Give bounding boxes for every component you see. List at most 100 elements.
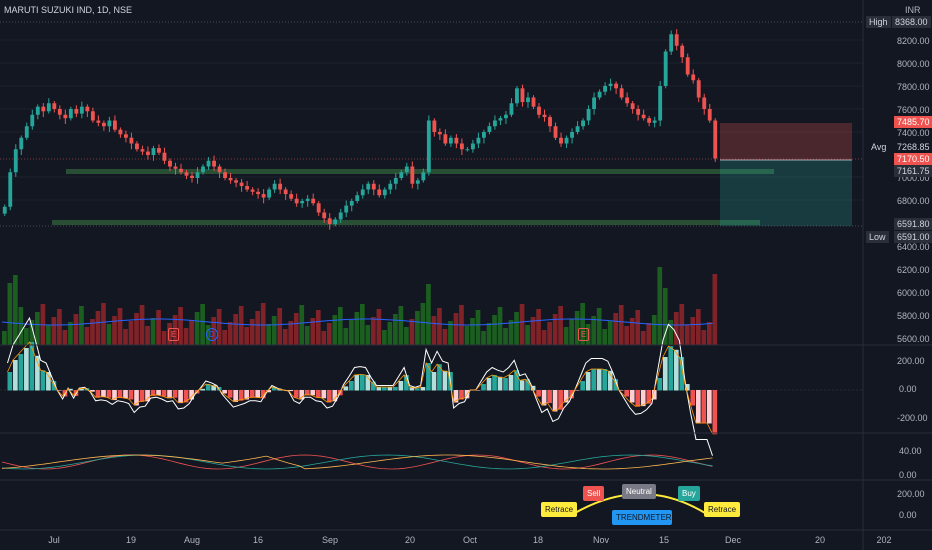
volume-bar <box>684 325 690 345</box>
volume-bar <box>354 312 360 345</box>
volume-bar <box>7 283 13 345</box>
dividend-marker[interactable]: D <box>206 328 218 341</box>
candle-body <box>101 122 106 127</box>
volume-bar <box>277 308 283 345</box>
candle-body <box>537 106 541 115</box>
macd-histogram-bar <box>101 390 106 398</box>
macd-histogram-bar <box>486 378 492 391</box>
volume-bar <box>90 319 95 345</box>
candle-body <box>636 109 641 115</box>
candle-body <box>118 129 123 135</box>
earnings-marker[interactable]: E <box>168 328 180 341</box>
macd-histogram-bar <box>249 390 255 398</box>
macd-histogram-bar <box>178 390 183 404</box>
volume-bar <box>134 313 139 345</box>
volume-bar <box>348 320 354 345</box>
time-tick: 20 <box>814 535 826 545</box>
volume-bar <box>387 322 393 345</box>
price-tick: 6400.00 <box>897 242 930 252</box>
volume-bar <box>470 318 475 345</box>
volume-bar <box>607 321 613 345</box>
volume-bar <box>79 306 84 345</box>
candle-body <box>652 120 657 123</box>
macd-histogram-bar <box>360 374 365 391</box>
candle-body <box>146 151 150 155</box>
volume-bar <box>404 327 409 345</box>
volume-bar <box>360 304 365 345</box>
candle-body <box>586 109 591 121</box>
earnings-marker[interactable]: E <box>578 328 590 341</box>
candle-body <box>630 103 635 109</box>
macd-histogram-bar <box>409 387 415 391</box>
candle-body <box>140 149 145 152</box>
macd-histogram-bar <box>695 390 701 424</box>
candle-body <box>41 106 46 112</box>
candle-body <box>250 189 255 192</box>
volume-bar <box>662 288 668 345</box>
macd-histogram-bar <box>574 390 580 391</box>
macd-histogram-bar <box>365 375 371 391</box>
volume-bar <box>95 311 101 345</box>
candle-body <box>272 183 277 190</box>
candle-body <box>316 203 321 213</box>
candle-body <box>217 166 222 173</box>
stop-zone <box>720 123 852 160</box>
candle-body <box>432 120 437 132</box>
volume-bar <box>189 320 194 345</box>
last-price-2-label: 7161.75 <box>894 165 932 177</box>
volume-bar <box>492 315 497 345</box>
macd-histogram-bar <box>348 381 354 391</box>
macd-histogram-bar <box>172 390 178 398</box>
macd-histogram-bar <box>596 369 602 391</box>
volume-bar <box>690 317 696 345</box>
macd-histogram-bar <box>602 369 608 391</box>
time-tick: 15 <box>658 535 670 545</box>
target-price-label: 7485.70 <box>894 116 932 128</box>
candle-body <box>173 166 178 169</box>
macd-histogram-bar <box>519 380 525 391</box>
macd-histogram-bar <box>508 375 514 391</box>
candle-body <box>79 106 84 114</box>
symbol-title[interactable]: MARUTI SUZUKI IND, 1D, NSE <box>4 5 133 15</box>
candle-body <box>443 134 448 144</box>
volume-bar <box>415 311 420 345</box>
volume-bar <box>398 306 404 345</box>
candle-body <box>592 97 597 109</box>
macd-histogram-bar <box>426 363 431 391</box>
volume-bar <box>365 325 371 345</box>
candle-body <box>184 172 189 176</box>
candle-body <box>404 166 409 173</box>
volume-bar <box>525 325 530 345</box>
volume-bar <box>123 329 128 345</box>
price-tick: 6200.00 <box>897 265 930 275</box>
candle-body <box>410 166 415 184</box>
time-tick: 20 <box>404 535 416 545</box>
macd-histogram-bar <box>260 390 266 399</box>
macd-histogram-bar <box>304 390 310 396</box>
macd-histogram-bar <box>266 390 272 393</box>
price-tick: 7400.00 <box>897 128 930 138</box>
volume-bar <box>541 330 547 345</box>
signal-line <box>7 341 713 434</box>
macd-histogram-bar <box>117 390 123 398</box>
macd-histogram-bar <box>558 390 563 410</box>
volume-bar <box>200 304 205 345</box>
candle-body <box>162 152 167 161</box>
macd-histogram-bar <box>299 390 305 400</box>
volume-bar <box>255 311 261 345</box>
volume-bar <box>282 329 288 345</box>
volume-bar <box>112 316 117 345</box>
grid-lines <box>0 21 863 227</box>
volume-bar <box>288 321 294 345</box>
macd-histogram-bar <box>635 390 641 407</box>
trendmeter-retrace-right: Retrace <box>704 502 741 517</box>
price-tick: 8000.00 <box>897 59 930 69</box>
time-tick: 19 <box>125 535 137 545</box>
candle-body <box>421 172 426 181</box>
volume-bar <box>464 326 470 345</box>
candle-body <box>388 183 393 190</box>
macd-histogram-bar <box>332 390 338 402</box>
macd-histogram-bar <box>624 390 630 397</box>
macd-histogram-bar <box>18 354 24 391</box>
